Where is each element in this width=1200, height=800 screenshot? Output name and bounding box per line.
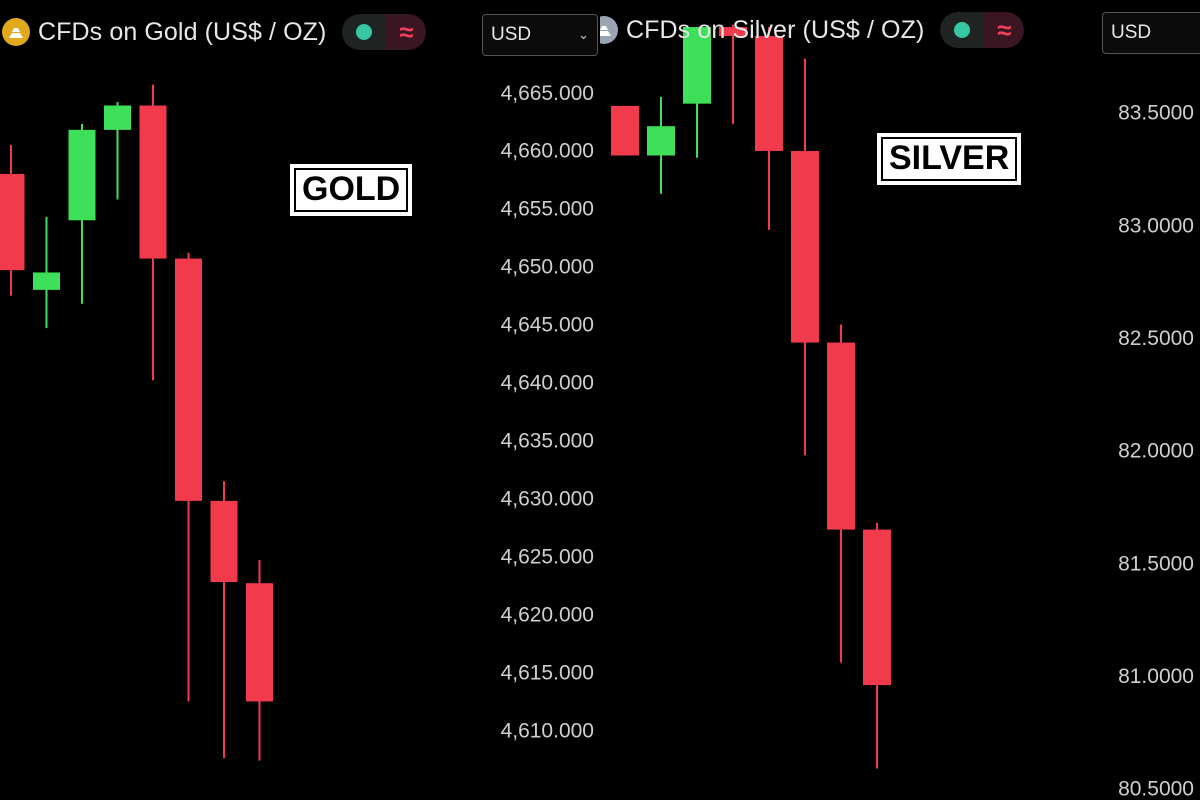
chevron-down-icon: ⌄: [578, 27, 589, 42]
silver-y-tick-label: 80.5000: [1118, 778, 1194, 800]
silver-currency-value: USD: [1111, 22, 1152, 43]
silver-currency-select[interactable]: USD ⌄: [1102, 12, 1200, 54]
gold-candle[interactable]: [104, 102, 131, 200]
silver-chart-panel: 83.5000 83.0000 82.5000 82.0000 81.5000 81.00…: [600, 0, 1200, 800]
gold-y-tick-label: 4,620.000: [501, 603, 594, 626]
silver-candle[interactable]: [827, 324, 855, 663]
gold-candle-body: [246, 583, 273, 702]
gold-candle[interactable]: [139, 84, 167, 381]
gold-y-tick-label: 4,615.000: [501, 661, 594, 684]
gold-candle-body: [139, 105, 167, 259]
silver-candle[interactable]: [863, 522, 891, 769]
chevron-down-icon: ⌄: [1198, 25, 1200, 41]
silver-bars-icon: [600, 16, 618, 44]
silver-y-tick-label: 81.5000: [1118, 552, 1194, 575]
silver-candle-body: [611, 105, 639, 156]
gold-y-tick-label: 4,630.000: [501, 488, 594, 511]
gold-y-tick-label: 4,655.000: [501, 198, 594, 221]
silver-candle-body: [863, 529, 891, 686]
gold-candle[interactable]: [175, 252, 202, 702]
gold-candle-body: [0, 173, 25, 271]
gold-y-tick-label: 4,625.000: [501, 546, 594, 569]
data-delay-wave-icon: ≈: [984, 12, 1025, 48]
silver-candle[interactable]: [683, 27, 711, 158]
gold-currency-value: USD: [491, 24, 532, 45]
gold-candle-body: [68, 129, 96, 221]
silver-watermark-text: SILVER: [881, 137, 1018, 181]
gold-y-tick-label: 4,635.000: [501, 430, 594, 453]
silver-y-tick-label: 82.0000: [1118, 440, 1194, 463]
gold-candle-body: [104, 105, 131, 130]
gold-watermark-label: GOLD: [290, 164, 413, 216]
gold-chart-panel: 4,665.000 4,660.000 4,655.000 4,650.000 4,64…: [0, 14, 598, 761]
gold-candle[interactable]: [246, 560, 273, 761]
silver-candle[interactable]: [611, 105, 639, 156]
gold-symbol-title[interactable]: CFDs on Gold (US$ / OZ): [38, 17, 327, 46]
gold-y-tick-label: 4,665.000: [501, 82, 594, 105]
gold-market-status[interactable]: ≈: [342, 14, 427, 50]
silver-y-tick-label: 82.5000: [1118, 327, 1194, 350]
gold-candle-body: [210, 500, 238, 583]
gold-y-tick-label: 4,610.000: [501, 719, 594, 742]
gold-candlestick-chart: 4,665.000 4,660.000 4,655.000 4,650.000 4,64…: [0, 82, 594, 761]
silver-market-status[interactable]: ≈: [940, 12, 1025, 48]
gold-y-tick-label: 4,645.000: [501, 314, 594, 337]
silver-symbol-title[interactable]: CFDs on Silver (US$ / OZ): [626, 15, 925, 44]
gold-watermark-text: GOLD: [294, 168, 409, 212]
market-open-dot-icon: [954, 22, 971, 38]
silver-watermark-label: SILVER: [877, 133, 1022, 185]
gold-candle[interactable]: [68, 124, 96, 304]
silver-y-tick-label: 83.0000: [1118, 214, 1194, 237]
gold-bars-icon: [2, 18, 30, 46]
silver-y-tick-label: 81.0000: [1118, 665, 1194, 688]
silver-candle-body: [647, 126, 675, 156]
silver-candle-body: [683, 27, 711, 104]
gold-y-tick-label: 4,660.000: [501, 140, 594, 163]
gold-candle-body: [175, 258, 202, 501]
silver-candlestick-chart: 83.5000 83.0000 82.5000 82.0000 81.5000 81.00…: [611, 24, 1194, 800]
gold-candle[interactable]: [210, 481, 238, 759]
silver-candle[interactable]: [647, 96, 675, 194]
gold-y-tick-label: 4,640.000: [501, 372, 594, 395]
gold-symbol-header: CFDs on Gold (US$ / OZ) ≈: [2, 14, 427, 50]
silver-y-tick-label: 83.5000: [1118, 102, 1194, 125]
data-delay-wave-icon: ≈: [386, 14, 427, 50]
gold-candle[interactable]: [33, 216, 60, 329]
silver-candle[interactable]: [791, 58, 819, 456]
gold-candle-body: [33, 272, 60, 290]
gold-candle[interactable]: [0, 144, 25, 296]
gold-y-tick-label: 4,650.000: [501, 256, 594, 279]
silver-symbol-header: CFDs on Silver (US$ / OZ) ≈: [600, 12, 1025, 48]
silver-candle[interactable]: [719, 24, 747, 124]
silver-candle-body: [719, 27, 747, 37]
silver-candle-body: [827, 342, 855, 530]
market-open-dot-icon: [356, 24, 373, 40]
silver-candle-body: [755, 36, 783, 151]
silver-candle-body: [791, 150, 819, 343]
gold-currency-select[interactable]: USD ⌄: [482, 14, 598, 56]
silver-candle[interactable]: [755, 27, 783, 230]
